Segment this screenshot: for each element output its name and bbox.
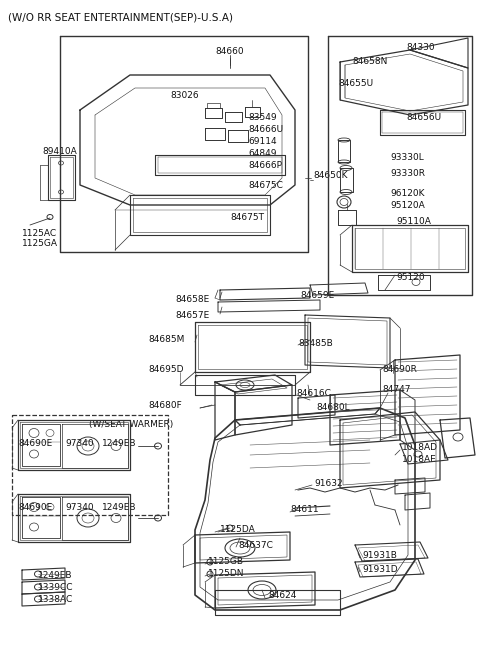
Text: 84616C: 84616C	[296, 388, 331, 398]
Text: 91931B: 91931B	[362, 552, 397, 561]
Text: 1249EB: 1249EB	[102, 504, 136, 512]
Text: 1249EB: 1249EB	[102, 438, 136, 447]
Text: 83485B: 83485B	[298, 339, 333, 348]
Text: 84657E: 84657E	[175, 312, 209, 320]
Text: 84658N: 84658N	[352, 58, 387, 67]
Text: 84695D: 84695D	[148, 365, 183, 375]
Text: 1018AE: 1018AE	[402, 455, 437, 464]
Text: 95110A: 95110A	[396, 217, 431, 227]
Text: 84690E: 84690E	[18, 504, 52, 512]
Text: 84637C: 84637C	[238, 540, 273, 550]
Text: 84675C: 84675C	[248, 181, 283, 189]
Text: 64849: 64849	[248, 149, 276, 159]
Text: 1249EB: 1249EB	[38, 571, 72, 580]
Text: 1125DN: 1125DN	[208, 569, 244, 578]
Text: 84690E: 84690E	[18, 438, 52, 447]
Text: 84330: 84330	[406, 43, 434, 52]
Text: 96120K: 96120K	[390, 189, 424, 198]
Text: 84680L: 84680L	[316, 403, 349, 411]
Text: 89410A: 89410A	[42, 147, 77, 157]
Text: 84658E: 84658E	[175, 295, 209, 305]
Text: (W/O RR SEAT ENTERTAINMENT(SEP)-U.S.A): (W/O RR SEAT ENTERTAINMENT(SEP)-U.S.A)	[8, 13, 233, 23]
Text: 69114: 69114	[248, 138, 276, 147]
Text: 84611: 84611	[290, 506, 319, 514]
Text: 1125AC: 1125AC	[22, 229, 57, 238]
Text: 1125GB: 1125GB	[208, 557, 244, 567]
Text: 84655U: 84655U	[338, 79, 373, 88]
Text: 84659E: 84659E	[300, 291, 334, 301]
Text: 1018AD: 1018AD	[402, 443, 438, 451]
Text: 97340: 97340	[65, 438, 94, 447]
Text: 84624: 84624	[268, 591, 296, 601]
Text: 84690R: 84690R	[382, 365, 417, 375]
Text: 95120A: 95120A	[390, 202, 425, 210]
Text: 84747: 84747	[382, 386, 410, 394]
Text: 93330R: 93330R	[390, 170, 425, 179]
Text: 93330L: 93330L	[390, 153, 424, 162]
Text: 91632: 91632	[314, 479, 343, 487]
Text: 84680F: 84680F	[148, 402, 182, 411]
Text: 97340: 97340	[65, 504, 94, 512]
Text: 83026: 83026	[171, 90, 199, 100]
Text: 84650K: 84650K	[313, 170, 348, 179]
Text: 84666P: 84666P	[248, 162, 282, 170]
Text: 84656U: 84656U	[406, 113, 441, 122]
Text: 84660: 84660	[216, 48, 244, 56]
Text: 84675T: 84675T	[230, 214, 264, 223]
Text: 84666U: 84666U	[248, 126, 283, 134]
Text: 84685M: 84685M	[148, 335, 184, 345]
Text: 1338AC: 1338AC	[38, 595, 73, 603]
Text: 1339CC: 1339CC	[38, 582, 73, 591]
Text: (W/SEAT WARMER): (W/SEAT WARMER)	[89, 419, 173, 428]
Text: 1125DA: 1125DA	[220, 525, 256, 534]
Text: 83549: 83549	[248, 113, 276, 122]
Text: 95120: 95120	[396, 274, 425, 282]
Text: 1125GA: 1125GA	[22, 240, 58, 248]
Text: 91931D: 91931D	[362, 565, 397, 574]
